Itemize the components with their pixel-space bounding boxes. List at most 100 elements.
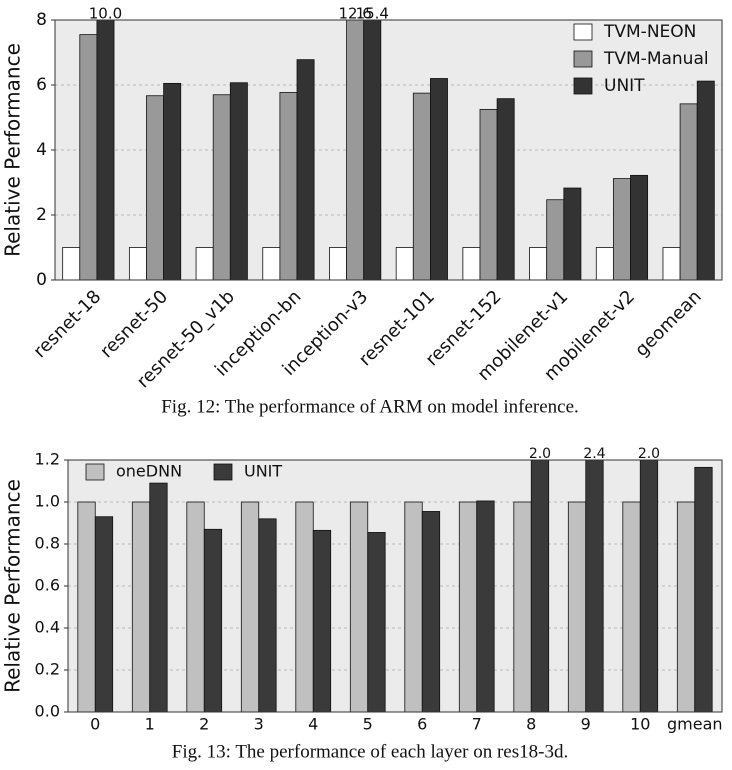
bar [529, 247, 548, 280]
caption: Fig. 12: The performance of ARM on model… [161, 396, 579, 417]
legend-label: UNIT [604, 76, 645, 96]
y-tick-label: 0.0 [35, 702, 60, 721]
bar [195, 247, 214, 280]
legend-label: oneDNN [116, 462, 182, 481]
bar [567, 501, 587, 712]
x-tick-label: 0 [90, 715, 100, 734]
y-tick-label: 1.0 [35, 492, 60, 511]
legend-label: TVM-Manual [603, 49, 709, 69]
bar [240, 501, 260, 712]
bar [612, 178, 631, 280]
bar [349, 501, 369, 712]
bar [94, 516, 114, 712]
y-tick-label: 4 [36, 140, 47, 160]
caption: Fig. 13: The performance of each layer o… [172, 741, 568, 762]
bar [546, 199, 565, 280]
x-tick-label: 1 [145, 715, 155, 734]
x-tick-label: 3 [254, 715, 264, 734]
bar [676, 501, 696, 712]
y-axis-label: Relative Performance [1, 43, 25, 257]
bar [146, 95, 165, 280]
x-tick-label: 8 [526, 715, 536, 734]
bar [563, 187, 582, 280]
y-tick-label: 8 [36, 10, 47, 30]
bar [694, 466, 713, 712]
value-label: 2.0 [638, 446, 660, 462]
bar [296, 59, 315, 280]
bar [258, 518, 277, 712]
bar [212, 94, 231, 280]
plot-frame [54, 19, 723, 281]
bar [496, 98, 515, 280]
bar [346, 20, 365, 280]
bar [163, 82, 182, 280]
y-tick-label: 6 [36, 75, 47, 95]
bar [630, 174, 649, 280]
bar [77, 501, 96, 712]
bar [395, 247, 414, 280]
legend-swatch [573, 23, 593, 41]
y-tick-label: 0.8 [35, 534, 60, 553]
bar [595, 247, 614, 280]
bar [530, 460, 550, 712]
bar [203, 528, 223, 712]
bar [79, 34, 98, 280]
x-tick-label: geomean [631, 286, 706, 361]
bar [149, 482, 168, 712]
y-tick-label: 0 [36, 270, 47, 290]
bar [412, 92, 431, 280]
bar [430, 78, 448, 280]
bar [363, 20, 382, 280]
bar [458, 501, 478, 712]
bar [262, 247, 281, 280]
bar [229, 82, 248, 280]
bar [62, 247, 81, 280]
y-tick-label: 1.2 [35, 450, 60, 469]
legend-swatch [573, 50, 593, 68]
bars [77, 460, 713, 712]
value-label: 15.4 [356, 5, 389, 23]
x-tick-label: 2 [199, 715, 209, 734]
bar [128, 247, 147, 280]
bar [513, 501, 532, 712]
legend-swatch [85, 463, 105, 481]
bar [421, 511, 441, 712]
bar [329, 247, 347, 280]
x-tick-label: gmean [667, 715, 723, 734]
bar [585, 460, 604, 712]
value-label: 2.4 [583, 446, 605, 462]
x-tick-label: 4 [308, 715, 318, 734]
x-tick-label: 6 [417, 715, 427, 734]
bar [312, 529, 332, 712]
bar [639, 460, 659, 712]
bar [462, 247, 481, 280]
x-tick-label: 7 [472, 715, 482, 734]
legend-label: TVM-NEON [603, 22, 696, 42]
bars [62, 20, 715, 280]
y-axis-label: Relative Performance [1, 479, 25, 693]
bar [476, 500, 495, 712]
y-tick-label: 0.2 [35, 660, 60, 679]
bar [131, 501, 151, 712]
y-tick-label: 0.4 [35, 618, 60, 637]
bar [479, 108, 498, 280]
y-tick-label: 0.6 [35, 576, 60, 595]
x-tick-label: 5 [363, 715, 373, 734]
bar [404, 501, 423, 712]
bar [696, 80, 715, 280]
bar [295, 501, 314, 712]
bar [679, 103, 698, 280]
legend-label: UNIT [244, 462, 282, 481]
bar [367, 532, 386, 712]
bar [186, 501, 205, 712]
chart: 0.0 0.2 0.4 0.6 0.8 1.0 1.2 Relative Performanc… [1, 446, 723, 762]
legend-swatch [213, 463, 233, 481]
bar [622, 501, 641, 712]
bar [279, 92, 298, 280]
legend-swatch [573, 77, 593, 95]
x-tick-label: resnet-18 [29, 286, 105, 362]
x-tick-label: 10 [630, 715, 650, 734]
